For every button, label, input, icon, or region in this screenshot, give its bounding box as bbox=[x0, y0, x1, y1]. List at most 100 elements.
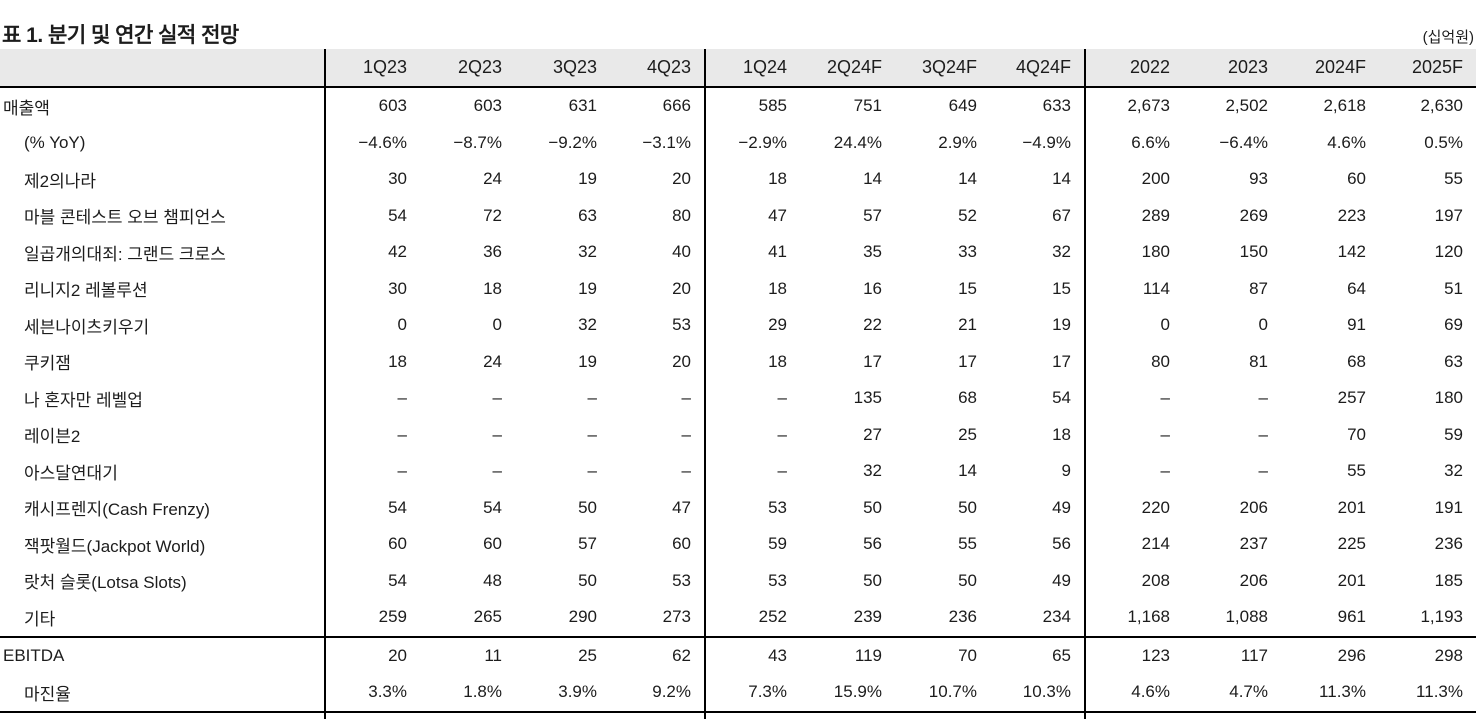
table-cell: 25 bbox=[515, 635, 610, 674]
table-cell: – bbox=[492, 424, 502, 444]
table-row: 매출액 603 603 631 666 585 751 649 633 2,673 2,502 2,6… bbox=[0, 87, 1476, 125]
table-cell: 54 bbox=[1052, 388, 1071, 408]
table-cell: 36 bbox=[483, 242, 502, 262]
table-cell: 0 bbox=[324, 307, 420, 344]
table-header-row: 1Q23 2Q23 3Q23 4Q23 1Q24 2Q24F 3Q24F 4Q24F 2022 2… bbox=[0, 49, 1476, 88]
table-cell: 10.3% bbox=[990, 674, 1085, 713]
table-cell: −8.7% bbox=[453, 132, 502, 152]
table-cell bbox=[1084, 711, 1183, 719]
table-cell: – bbox=[681, 461, 691, 481]
table-cell: 50 bbox=[863, 570, 882, 590]
table-cell: 2,630 bbox=[1420, 96, 1463, 116]
title-bar: 표 1. 분기 및 연간 실적 전망 (십억원) bbox=[0, 0, 1476, 49]
table-cell: 17 bbox=[1052, 351, 1071, 371]
table-row: 잭팟월드(Jackpot World) 60 60 57 60 59 56 55 56 214 23… bbox=[0, 526, 1476, 563]
table-cell bbox=[324, 711, 420, 719]
table-cell: 123 bbox=[1084, 635, 1183, 674]
table-row: 마진율 3.3% 1.8% 3.9% 9.2% 7.3% 15.9% 10.7% 10.3% 4.… bbox=[0, 674, 1476, 713]
table-cell: 11 bbox=[420, 635, 515, 674]
table-row: 기타 259 265 290 273 252 239 236 234 1,168 1,088 961 1… bbox=[0, 599, 1476, 637]
table-cell: – bbox=[587, 461, 597, 481]
table-cell: 24 bbox=[483, 169, 502, 189]
table-cell: 49 bbox=[1052, 570, 1071, 590]
table-cell: 585 bbox=[704, 87, 800, 125]
table-cell: 55 bbox=[1444, 169, 1463, 189]
table-cell: 6.6% bbox=[1084, 124, 1183, 161]
table-cell bbox=[0, 712, 325, 719]
column-header: 1Q24 bbox=[704, 49, 800, 88]
table-cell: 633 bbox=[1042, 96, 1071, 116]
table-cell: 236 bbox=[1434, 534, 1463, 554]
table-cell bbox=[420, 712, 515, 719]
table-cell: 206 bbox=[1239, 497, 1268, 517]
row-label: 제2의나라 bbox=[24, 171, 97, 191]
table-cell: 57 bbox=[578, 534, 597, 554]
table-cell: 19 bbox=[578, 351, 597, 371]
column-header: 2Q24F bbox=[800, 49, 895, 88]
table-cell: 14 bbox=[958, 461, 977, 481]
table-cell bbox=[1281, 712, 1379, 719]
table-cell: 80 bbox=[1084, 343, 1183, 380]
table-cell: 234 bbox=[1042, 607, 1071, 627]
table-cell: – bbox=[681, 388, 691, 408]
table-cell: 208 bbox=[1084, 562, 1183, 599]
table-cell: 3.3% bbox=[324, 674, 420, 713]
table-cell: 200 bbox=[1084, 161, 1183, 198]
table-cell: 47 bbox=[672, 497, 691, 517]
table-cell: 80 bbox=[672, 205, 691, 225]
table-row: 아스달연대기 – – – – –32 14 9– –55 32 bbox=[0, 453, 1476, 490]
table-cell: 33 bbox=[958, 242, 977, 262]
table-cell: 63 bbox=[578, 205, 597, 225]
column-header: 2025F bbox=[1379, 49, 1476, 88]
table-cell: 54 bbox=[324, 562, 420, 599]
table-cell: 237 bbox=[1239, 534, 1268, 554]
row-label: 매출액 bbox=[3, 98, 50, 118]
table-cell: 53 bbox=[672, 315, 691, 335]
table-cell: 60 bbox=[672, 534, 691, 554]
table-cell: 50 bbox=[863, 497, 882, 517]
table-cell: – bbox=[704, 453, 800, 490]
table-cell: 32 bbox=[1052, 242, 1071, 262]
table-cell: 65 bbox=[990, 635, 1085, 674]
table-cell: – bbox=[324, 453, 420, 490]
table-cell: – bbox=[1084, 416, 1183, 453]
table-cell: 289 bbox=[1084, 197, 1183, 234]
table-cell: 114 bbox=[1084, 270, 1183, 307]
table-cell: 30 bbox=[324, 270, 420, 307]
table-cell: 43 bbox=[704, 635, 800, 674]
row-label: 세븐나이츠키우기 bbox=[24, 317, 150, 337]
table-cell: 1,193 bbox=[1420, 607, 1463, 627]
row-label-header bbox=[0, 49, 325, 88]
row-label: 나 혼자만 레벨업 bbox=[24, 390, 143, 410]
table-cell: 18 bbox=[704, 270, 800, 307]
table-cell: 180 bbox=[1434, 388, 1463, 408]
table-cell: 41 bbox=[704, 234, 800, 271]
table-row: (% YoY) −4.6% −8.7% −9.2% −3.1% −2.9% 24.4% 2.9… bbox=[0, 124, 1476, 161]
table-cell: 17 bbox=[958, 351, 977, 371]
table-cell: 81 bbox=[1249, 351, 1268, 371]
table-cell: 54 bbox=[324, 489, 420, 526]
table-cell: 298 bbox=[1379, 635, 1476, 674]
table-cell: 2,502 bbox=[1225, 96, 1268, 116]
row-label: 쿠키잼 bbox=[24, 354, 71, 374]
table-cell: 48 bbox=[483, 570, 502, 590]
table-cell: −4.6% bbox=[324, 124, 420, 161]
table-cell: 35 bbox=[863, 242, 882, 262]
table-cell: 18 bbox=[1052, 424, 1071, 444]
row-label: 아스달연대기 bbox=[24, 463, 118, 483]
table-cell: 0 bbox=[492, 315, 502, 335]
table-cell: 961 bbox=[1337, 607, 1366, 627]
table-cell: 214 bbox=[1084, 526, 1183, 563]
table-cell: 4.6% bbox=[1084, 674, 1183, 713]
table-cell: 0.5% bbox=[1424, 132, 1463, 152]
table-cell: 252 bbox=[704, 599, 800, 637]
table-cell: 201 bbox=[1337, 570, 1366, 590]
table-cell: 68 bbox=[958, 388, 977, 408]
table-cell: 91 bbox=[1347, 315, 1366, 335]
table-cell: 69 bbox=[1444, 315, 1463, 335]
table-cell: 0 bbox=[1084, 307, 1183, 344]
column-header: 2024F bbox=[1281, 49, 1379, 88]
table-cell: −6.4% bbox=[1219, 132, 1268, 152]
table-cell: 273 bbox=[662, 607, 691, 627]
column-header: 2Q23 bbox=[420, 49, 515, 88]
